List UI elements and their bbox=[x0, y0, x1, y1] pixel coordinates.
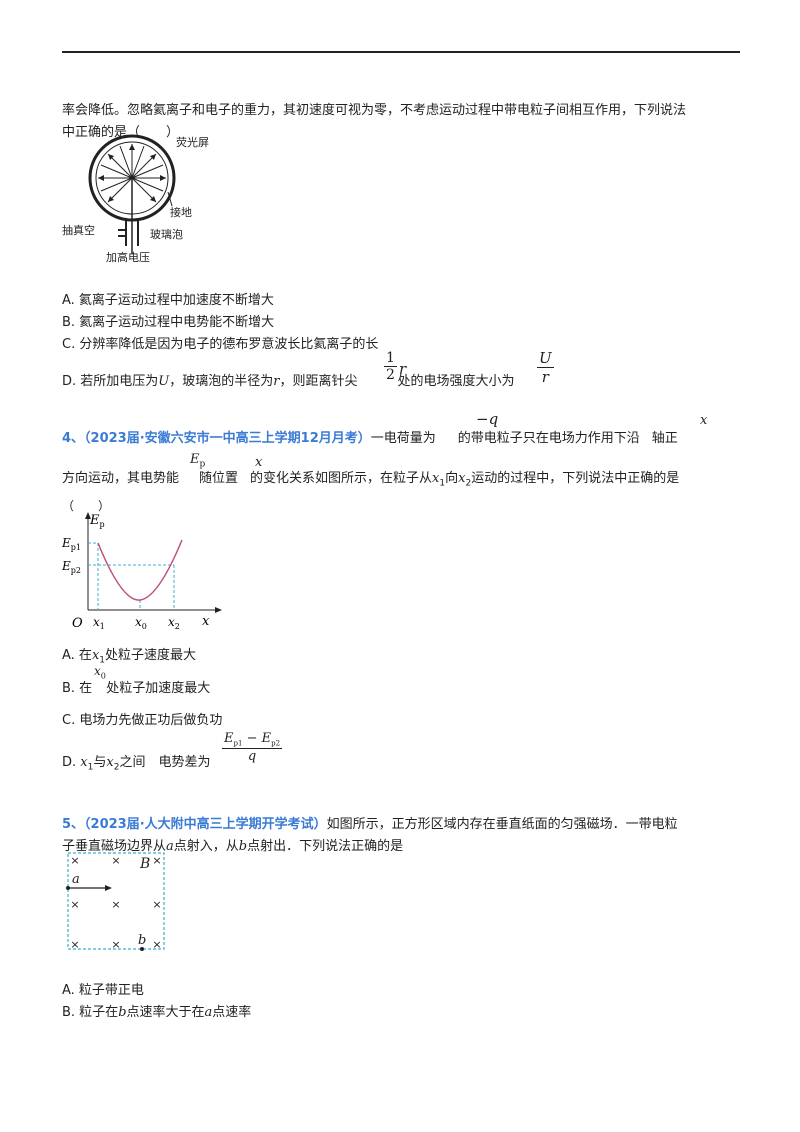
magnetic-field-figure: × × × × × × × × × B a b bbox=[66, 852, 165, 951]
q4-line2: 方向运动，其电势能 随位置 的变化关系如图所示，在粒子从x1向x2运动的过程中，下列… bbox=[62, 471, 680, 489]
q4-option-a: A. 在x1处粒子速度最大 bbox=[62, 648, 197, 666]
q3-option-b: B. 氦离子运动过程中电势能不断增大 bbox=[62, 315, 275, 330]
q3-intro-line1: 率会降低。忽略氦离子和电子的重力，其初速度可视为零，不考虑运动过程中带电粒子间相… bbox=[62, 103, 687, 118]
q4-axis-x: x bbox=[700, 413, 708, 428]
label-vacuum: 抽真空 bbox=[62, 223, 95, 237]
q3-option-d: D. 若所加电压为U，玻璃泡的半径为r，则距离针尖 处的电场强度大小为 bbox=[62, 374, 515, 389]
ep-curve bbox=[97, 539, 183, 601]
graph-x-axis-label: x bbox=[202, 614, 210, 629]
q3-option-c: C. 分辨率降低是因为电子的德布罗意波长比氦离子的长 bbox=[62, 337, 379, 352]
q5-option-b: B. 粒子在b点速率大于在a点速率 bbox=[62, 1005, 252, 1020]
q4-paren: （ ） bbox=[62, 499, 111, 513]
graph-x1-label: x1 bbox=[93, 615, 105, 631]
label-voltage: 加高电压 bbox=[106, 250, 150, 264]
q4-potential-fraction: Ep1 − Ep2 q bbox=[222, 731, 283, 764]
graph-ep1-label: Ep1 bbox=[62, 536, 81, 552]
point-b bbox=[140, 947, 144, 951]
guide-lines bbox=[88, 542, 175, 610]
field-ion-microscope-figure: 荧光屏 接地 抽真空 玻璃泡 加高电压 bbox=[62, 134, 209, 264]
q4-charge: −q bbox=[476, 410, 499, 428]
field-crosses: × × × × × × × × × bbox=[70, 854, 161, 951]
q3-r-after-half: r bbox=[399, 360, 407, 378]
graph-x0-label: x0 bbox=[135, 615, 147, 631]
label-ground: 接地 bbox=[170, 206, 192, 219]
point-b-label: b bbox=[138, 933, 146, 948]
q4-option-d: D. x1与x2之间 电势差为 bbox=[62, 755, 211, 773]
svg-text:×: × bbox=[152, 938, 161, 951]
graph-origin: O bbox=[72, 616, 83, 631]
graph-x2-label: x2 bbox=[168, 615, 180, 631]
q4-option-b-x0: x0 bbox=[94, 664, 106, 681]
graph-ep2-label: Ep2 bbox=[62, 559, 81, 575]
header-rule bbox=[62, 51, 740, 53]
svg-text:×: × bbox=[111, 854, 120, 867]
point-a-label: a bbox=[72, 872, 80, 887]
svg-text:×: × bbox=[70, 854, 79, 867]
q4-ep-symbol: Ep bbox=[190, 452, 206, 470]
svg-text:×: × bbox=[70, 898, 79, 911]
label-bulb: 玻璃泡 bbox=[150, 227, 183, 241]
field-B-label: B bbox=[139, 856, 150, 872]
q4-option-b: B. 在处粒子加速度最大 bbox=[62, 681, 211, 696]
q3-option-a: A. 氦离子运动过程中加速度不断增大 bbox=[62, 293, 274, 308]
q4-x-symbol: x bbox=[255, 455, 263, 470]
field-boundary bbox=[67, 852, 165, 950]
svg-text:×: × bbox=[152, 898, 161, 911]
ep-x-graph: Ep Ep1 Ep2 O x1 x0 x2 x bbox=[62, 512, 222, 631]
graph-y-label: Ep bbox=[89, 513, 105, 529]
q5-line1: 5、（2023届·人大附中高三上学期开学考试）如图所示，正方形区域内存在垂直纸面… bbox=[62, 817, 678, 832]
q4-option-c: C. 电场力先做正功后做负功 bbox=[62, 713, 223, 728]
svg-text:×: × bbox=[70, 938, 79, 951]
q3-intro-line2: 中正确的是（ ） bbox=[62, 125, 180, 140]
q4-line1: 4、（2023届·安徽六安市一中高三上学期12月月考）一电荷量为 的带电粒子只在电… bbox=[62, 431, 678, 446]
q5-line2: 子垂直磁场边界从a点射入，从b点射出．下列说法正确的是 bbox=[62, 839, 404, 854]
label-screen: 荧光屏 bbox=[176, 135, 209, 149]
svg-text:×: × bbox=[152, 854, 161, 867]
q5-option-a: A. 粒子带正电 bbox=[62, 983, 144, 998]
svg-text:×: × bbox=[111, 898, 120, 911]
svg-text:×: × bbox=[111, 938, 120, 951]
